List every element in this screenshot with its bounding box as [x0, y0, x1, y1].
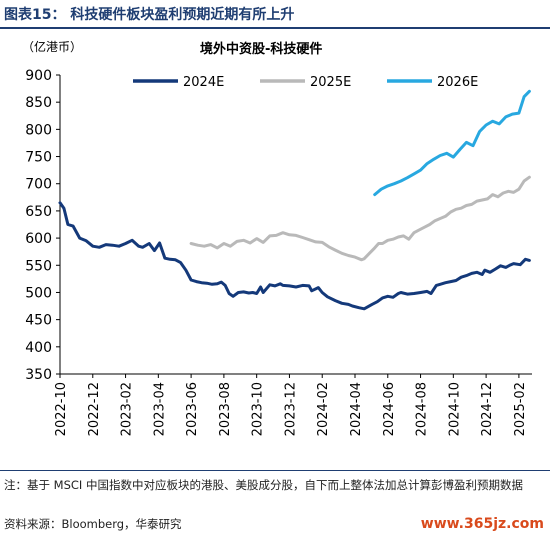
chart-title: 境外中资股-科技硬件	[200, 42, 323, 57]
x-tick-label: 2024-06	[382, 382, 397, 436]
x-tick-label: 2023-04	[152, 382, 167, 436]
x-tick-label: 2023-10	[251, 382, 266, 436]
watermark: www.365jz.com	[420, 516, 544, 532]
y-tick-label: 900	[25, 68, 52, 84]
x-tick-label: 2023-06	[185, 382, 200, 436]
y-tick-label: 550	[25, 258, 52, 274]
line-chart: 350 400 450 500 550 600 650 700 750 800 850 900 2022…	[25, 68, 532, 436]
y-tick-label: 600	[25, 231, 52, 247]
series-line-2026E	[373, 89, 531, 197]
y-tick-label: 750	[25, 150, 52, 166]
y-tick-label: 650	[25, 204, 52, 220]
figure-header: 图表15： 科技硬件板块盈利预期近期有所上升	[0, 0, 550, 29]
x-tick-label: 2024-12	[480, 382, 495, 436]
y-tick-label: 350	[25, 367, 52, 383]
footer-divider	[0, 470, 550, 471]
x-tick-label: 2022-12	[87, 382, 102, 436]
y-unit-label: （亿港币）	[22, 40, 83, 54]
x-tick-label: 2024-08	[415, 382, 430, 436]
figure-title: 图表15： 科技硬件板块盈利预期近期有所上升	[4, 7, 295, 23]
series-line-2025E	[189, 175, 531, 262]
y-tick-label: 850	[25, 95, 52, 111]
x-tick-label: 2024-04	[349, 382, 364, 436]
x-tick-label: 2023-08	[218, 382, 233, 436]
y-tick-label: 700	[25, 177, 52, 193]
y-tick-label: 450	[25, 313, 52, 329]
y-tick-label: 400	[25, 340, 52, 356]
legend-label-2024E: 2024E	[183, 75, 224, 90]
chart-source: 资料来源：Bloomberg，华泰研究	[4, 517, 182, 531]
x-tick-label: 2025-02	[513, 382, 528, 436]
header-divider	[0, 27, 550, 29]
x-tick-label: 2023-12	[283, 382, 298, 436]
x-tick-label: 2024-02	[316, 382, 331, 436]
y-tick-label: 500	[25, 285, 52, 301]
legend-label-2025E: 2025E	[310, 75, 351, 90]
chart-note: 注：基于 MSCI 中国指数中对应板块的港股、美股成分股，自下而上整体法加总计算…	[4, 478, 523, 492]
series-line-2024E	[58, 201, 531, 311]
x-tick-label: 2022-10	[54, 382, 69, 436]
x-tick-label: 2024-10	[447, 382, 462, 436]
x-tick-label: 2023-02	[120, 382, 135, 436]
y-tick-label: 800	[25, 122, 52, 138]
legend-label-2026E: 2026E	[437, 75, 478, 90]
